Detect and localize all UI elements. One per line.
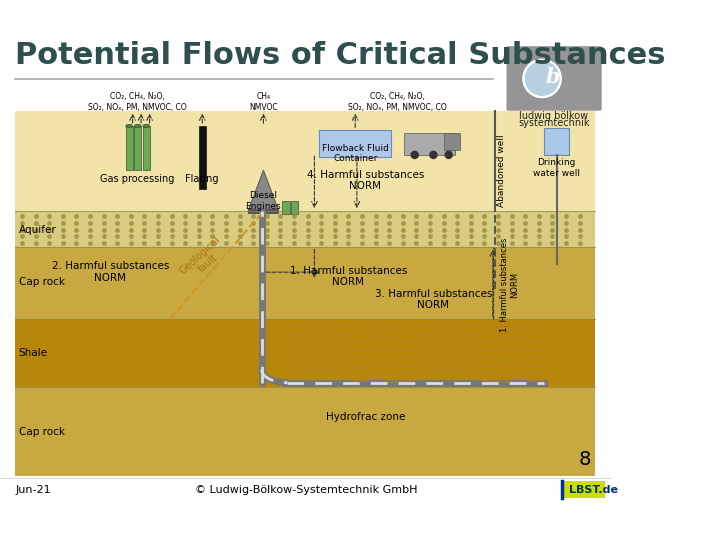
Text: Jun-21: Jun-21: [15, 485, 51, 495]
Bar: [282, 201, 289, 214]
Text: b: b: [545, 67, 559, 87]
Text: Geological
fault: Geological fault: [178, 234, 230, 285]
Text: Flaring: Flaring: [186, 174, 219, 185]
Text: 3. Harmful substances
NORM: 3. Harmful substances NORM: [374, 288, 492, 310]
Bar: [444, 133, 460, 150]
Circle shape: [444, 151, 453, 159]
Bar: [134, 126, 141, 170]
Text: 8: 8: [579, 450, 591, 469]
Text: CO₂, CH₄, N₂O,
SO₂, NOₓ, PM, NMVOC, CO: CO₂, CH₄, N₂O, SO₂, NOₓ, PM, NMVOC, CO: [89, 92, 187, 112]
Text: CO₂, CH₄, N₂O,
SO₂, NOₓ, PM, NMVOC, CO: CO₂, CH₄, N₂O, SO₂, NOₓ, PM, NMVOC, CO: [348, 92, 447, 112]
Text: 1. Harmful substances
NORM: 1. Harmful substances NORM: [289, 266, 407, 287]
Polygon shape: [248, 170, 279, 211]
Bar: [15, 387, 595, 476]
Text: Flowback Fluid
Container: Flowback Fluid Container: [322, 144, 389, 163]
Bar: [126, 126, 132, 170]
Text: 2. Harmful substances
NORM: 2. Harmful substances NORM: [52, 261, 169, 283]
Bar: [15, 211, 595, 247]
Text: Shale: Shale: [19, 348, 48, 358]
Ellipse shape: [523, 60, 561, 97]
Text: Cap rock: Cap rock: [19, 427, 65, 437]
Circle shape: [429, 151, 438, 159]
Text: © Ludwig-Bölkow-Systemtechnik GmbH: © Ludwig-Bölkow-Systemtechnik GmbH: [194, 485, 417, 495]
Bar: [15, 319, 595, 387]
Bar: [562, 481, 605, 498]
Text: Abandoned well: Abandoned well: [497, 134, 506, 206]
Text: 1. Harmful substances
NORM: 1. Harmful substances NORM: [500, 238, 520, 332]
Text: Drinking
water well: Drinking water well: [533, 158, 580, 178]
Bar: [404, 133, 454, 155]
Text: Potential Flows of Critical Substances: Potential Flows of Critical Substances: [15, 41, 666, 70]
Bar: [15, 111, 595, 213]
Bar: [248, 210, 279, 214]
Bar: [291, 201, 298, 214]
Text: Hydrofrac zone: Hydrofrac zone: [325, 411, 405, 422]
Bar: [319, 130, 391, 158]
Ellipse shape: [143, 124, 150, 128]
Ellipse shape: [126, 124, 132, 128]
FancyBboxPatch shape: [506, 46, 602, 111]
Text: LBST.de: LBST.de: [570, 485, 618, 495]
Bar: [143, 126, 150, 170]
Text: 4. Harmful substances
NORM: 4. Harmful substances NORM: [307, 170, 424, 191]
Ellipse shape: [134, 124, 141, 128]
Text: Aquifer: Aquifer: [19, 225, 56, 235]
Text: Gas processing: Gas processing: [101, 174, 175, 185]
Bar: [15, 247, 595, 319]
Bar: [544, 128, 570, 155]
Bar: [199, 126, 206, 189]
Circle shape: [410, 151, 419, 159]
Text: ludwig bölkow: ludwig bölkow: [520, 111, 589, 121]
Text: CH₄
NMVOC: CH₄ NMVOC: [249, 92, 278, 112]
Text: systemtechnik: systemtechnik: [518, 118, 590, 127]
Text: Cap rock: Cap rock: [19, 278, 65, 287]
Text: Diesel
Engines: Diesel Engines: [246, 192, 282, 211]
